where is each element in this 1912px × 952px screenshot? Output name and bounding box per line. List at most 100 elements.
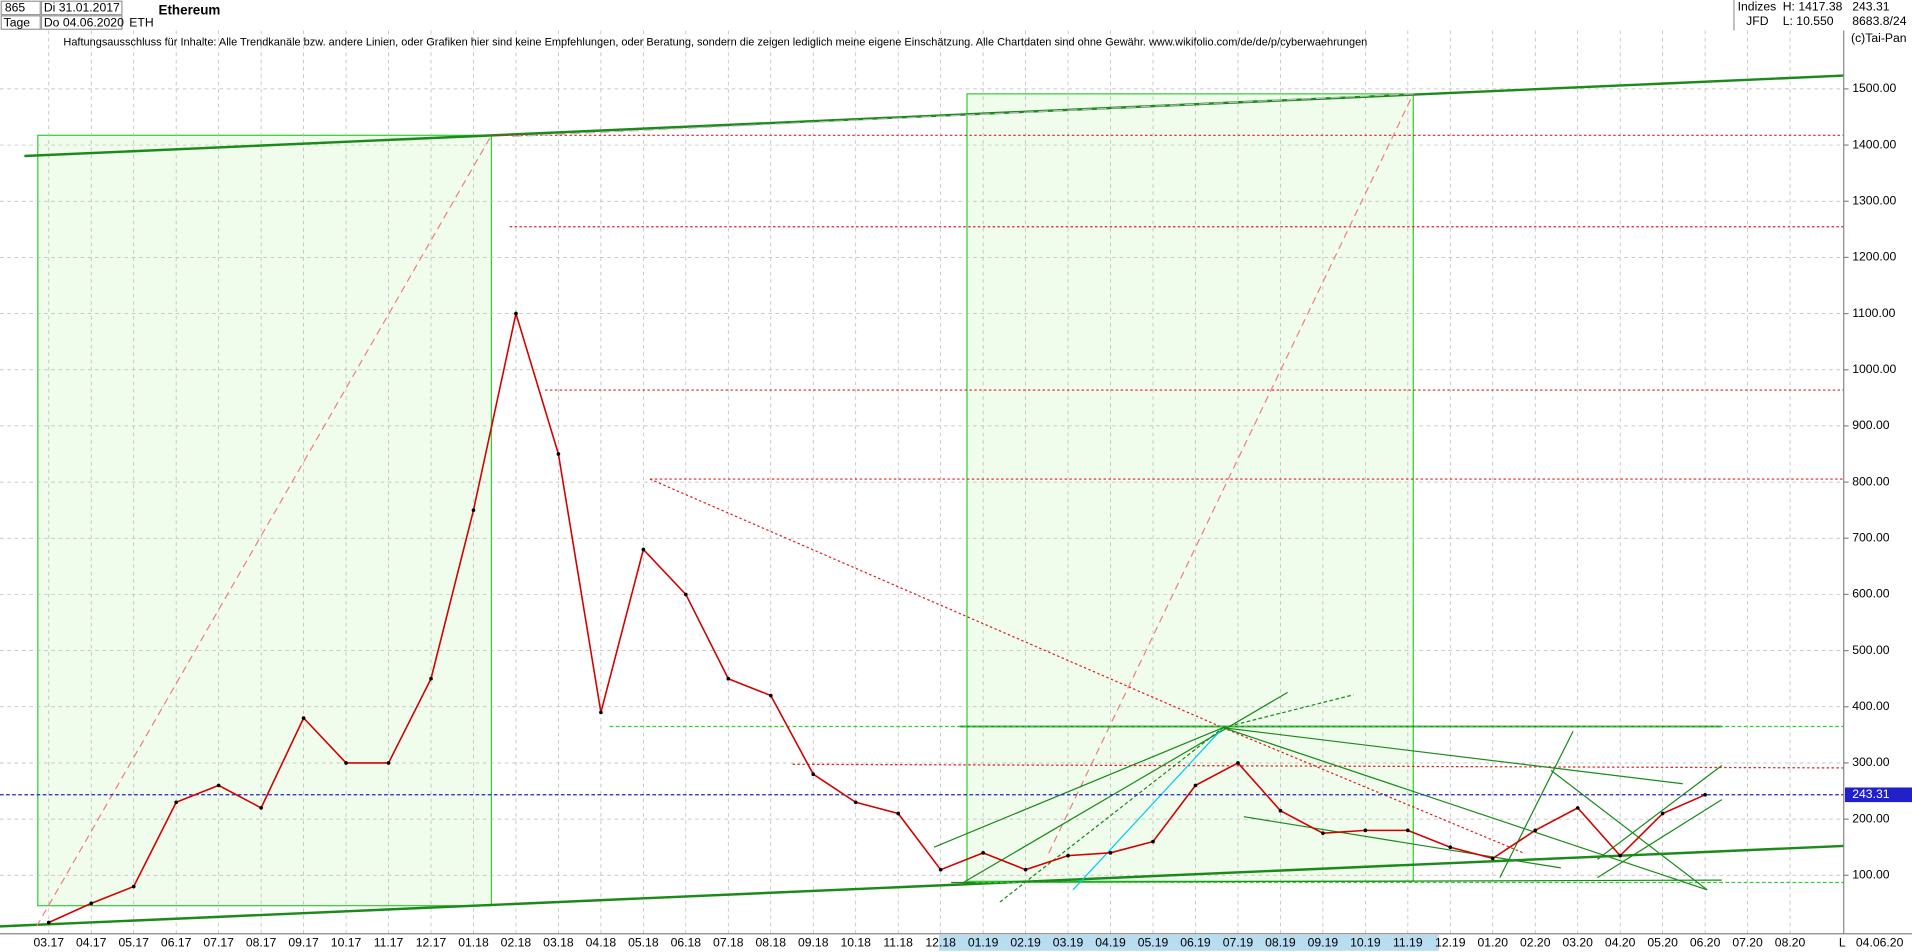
y-tick-label: 1500.00 — [1852, 81, 1896, 95]
trend-line — [1072, 727, 1224, 891]
trend-line — [0, 844, 1844, 928]
x-tick-label: 02.18 — [501, 936, 532, 950]
period[interactable]: Tage — [4, 15, 31, 29]
count-box[interactable] — [0, 0, 41, 16]
x-tick-label: 07.19 — [1223, 936, 1254, 950]
price-point — [1490, 856, 1495, 861]
price-point — [768, 693, 773, 698]
extra: 8683.8/24 — [1852, 14, 1906, 28]
x-tick-label: 03.20 — [1562, 936, 1593, 950]
x-tick-label: 04.20 — [1605, 936, 1636, 950]
end-date[interactable]: Do 04.06.2020 — [44, 15, 124, 29]
last-value: 243.31 — [1852, 0, 1890, 14]
trend-line — [1222, 727, 1708, 891]
category: Indizes — [1738, 0, 1777, 14]
count[interactable]: 865 — [5, 1, 26, 15]
x-tick-label: 07.17 — [203, 936, 234, 950]
x-tick-label: 12.17 — [416, 936, 447, 950]
y-tick-label: 700.00 — [1852, 530, 1890, 544]
price-point — [1448, 845, 1453, 850]
price-point — [46, 920, 51, 925]
price-point — [556, 452, 561, 456]
trend-line — [933, 727, 1224, 848]
price-point — [514, 311, 518, 316]
axis-mode: L — [1839, 936, 1846, 950]
symbol: ETH — [129, 15, 153, 29]
x-tick-label: 03.18 — [543, 936, 574, 950]
price-point — [641, 547, 646, 552]
price-point — [301, 716, 306, 720]
price-point — [981, 851, 985, 855]
copyright: (c)Tai-Pan — [1851, 31, 1907, 45]
x-tick-label: 10.17 — [331, 936, 362, 950]
y-tick-label: 1300.00 — [1852, 193, 1896, 207]
x-tick-label: 05.19 — [1138, 936, 1169, 950]
y-axis-labels: 100.00 200.00 300.00 400.00 500.00 600.00 700.… — [1843, 81, 1912, 882]
plot — [46, 310, 1707, 925]
price-point — [216, 783, 221, 788]
x-tick-label: 02.19 — [1010, 936, 1041, 950]
range-box — [37, 134, 493, 907]
trend-line — [1597, 765, 1723, 860]
price-point — [853, 800, 858, 805]
price-point — [811, 772, 816, 777]
start-date-box[interactable] — [40, 0, 123, 16]
y-tick-label: 900.00 — [1852, 418, 1890, 432]
y-tick-label: 600.00 — [1852, 587, 1890, 601]
price-point — [1066, 853, 1070, 858]
start-date[interactable]: Di 31.01.2017 — [44, 1, 120, 15]
high: H: 1417.38 — [1783, 0, 1843, 14]
x-tick-label: 05.17 — [118, 936, 149, 950]
price-point — [1660, 811, 1665, 816]
trend-line — [512, 93, 1414, 138]
y-tick-label: 200.00 — [1852, 811, 1890, 825]
x-tick-label: 07.20 — [1732, 936, 1763, 950]
price-point — [386, 761, 391, 765]
x-tick-label: 07.18 — [713, 936, 744, 950]
period-box[interactable] — [0, 15, 41, 30]
trend-line — [1222, 694, 1354, 729]
x-tick-label: 04.19 — [1095, 936, 1126, 950]
disclaimer: Haftungsausschluss für Inhalte: Alle Tre… — [63, 37, 1367, 49]
x-tick-label: 04.17 — [76, 936, 107, 950]
low: L: 10.550 — [1783, 14, 1834, 28]
trend-line — [963, 691, 1288, 884]
x-tick-label: 10.18 — [840, 936, 871, 950]
price-point — [896, 811, 901, 816]
x-tick-label: 11.17 — [374, 936, 404, 950]
trend-line — [24, 74, 1844, 158]
trend-line — [649, 478, 1224, 729]
y-tick-label: 1400.00 — [1852, 137, 1896, 151]
trend-line — [1597, 799, 1723, 879]
price-point — [1193, 783, 1198, 788]
x-tick-label: 01.18 — [458, 936, 489, 950]
price-line — [48, 310, 1706, 924]
price-point — [259, 806, 263, 810]
y-tick-label: 1100.00 — [1852, 306, 1895, 320]
y-axis-panel — [1843, 30, 1912, 934]
trend-line — [1550, 769, 1708, 891]
price-point — [726, 676, 731, 681]
price-point — [1405, 828, 1410, 833]
y-tick-label: 1000.00 — [1852, 362, 1896, 376]
grid — [0, 30, 1844, 934]
x-tick-label: 08.20 — [1775, 936, 1806, 950]
x-tick-label: 03.17 — [34, 936, 65, 950]
price-point — [174, 800, 179, 805]
y-tick-label: 500.00 — [1852, 643, 1890, 657]
x-tick-label: 09.19 — [1308, 936, 1339, 950]
price-point — [344, 761, 348, 765]
end-date-box[interactable] — [40, 15, 123, 30]
y-tick-label: 400.00 — [1852, 699, 1890, 713]
price-point — [1363, 828, 1368, 833]
price-point — [1703, 792, 1707, 797]
trend-line — [1222, 727, 1525, 854]
price-point — [1023, 867, 1028, 872]
last-value-label: 243.31 — [1852, 787, 1890, 801]
y-tick-label: 800.00 — [1852, 474, 1890, 488]
x-tick-label: 06.19 — [1180, 936, 1211, 950]
x-tick-label: 08.19 — [1265, 936, 1296, 950]
x-tick-label: 06.18 — [671, 936, 702, 950]
x-tick-label: 03.19 — [1053, 936, 1084, 950]
